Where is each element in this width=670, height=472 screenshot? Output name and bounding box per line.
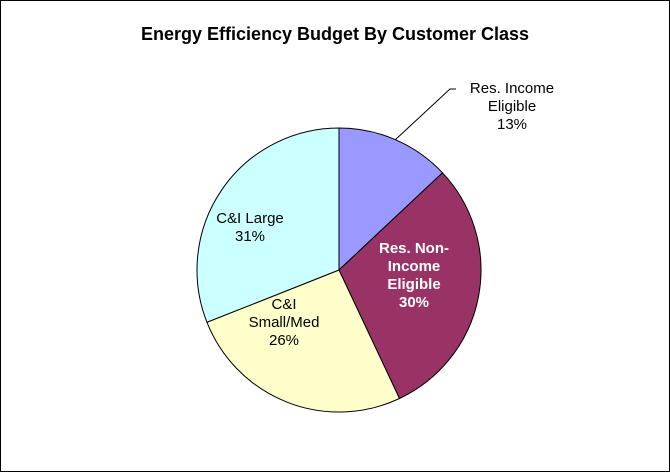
value-label: 31% — [234, 228, 266, 245]
pie-slice — [338, 172, 482, 400]
value-label: 26% — [268, 332, 300, 349]
pie-slice — [206, 269, 401, 413]
category-label: C&I Small/Med — [248, 296, 320, 331]
slice-label: Res. Income Eligible 13% — [442, 80, 582, 134]
pie-slice — [196, 127, 340, 323]
chart-title: Energy Efficiency Budget By Customer Cla… — [140, 24, 530, 44]
slice-label: C&I Small/Med 26% — [214, 296, 354, 350]
category-label: Res. Non- Income Eligible — [378, 240, 449, 293]
slice-label: C&I Large 31% — [180, 210, 320, 246]
leader-line — [395, 88, 456, 141]
category-label: C&I Large — [216, 210, 284, 227]
slice-label: Res. Non- Income Eligible 30% — [344, 240, 484, 312]
category-label: Res. Income Eligible — [469, 80, 555, 115]
value-label: 30% — [398, 294, 430, 311]
value-label: 13% — [496, 116, 528, 133]
